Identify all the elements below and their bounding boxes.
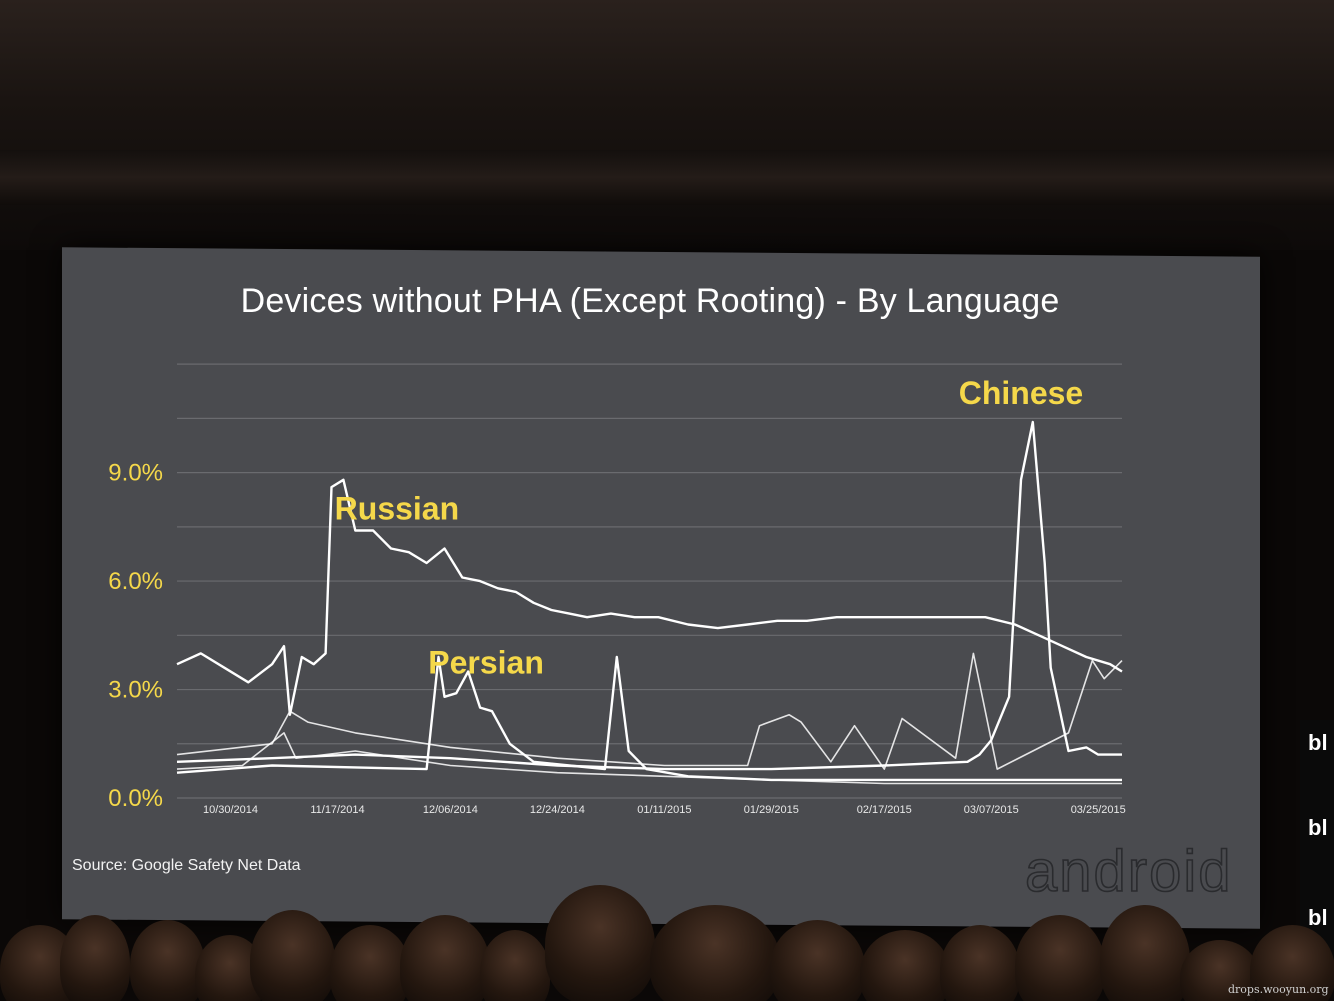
- series-line-persian: [176, 655, 1122, 782]
- audience-head: [1015, 915, 1105, 1001]
- x-tick-label: 12/06/2014: [423, 804, 478, 816]
- x-tick-label: 02/17/2015: [857, 804, 912, 816]
- x-tick-label: 03/07/2015: [964, 804, 1019, 816]
- line-chart: 0.0% 3.0% 6.0% 9.0% 10/30/2014 11/17/2014 12/…: [108, 363, 1126, 816]
- series-line-unlabeled: [176, 652, 1123, 770]
- audience-head: [545, 885, 655, 1001]
- y-tick-label: 3.0%: [108, 677, 163, 704]
- x-tick-label: 10/30/2014: [203, 804, 258, 816]
- y-axis-ticks: 0.0% 3.0% 6.0% 9.0%: [108, 460, 163, 812]
- audience-head: [330, 925, 410, 1001]
- source-note: Source: Google Safety Net Data: [72, 857, 301, 874]
- audience-head: [400, 915, 490, 1001]
- annotation-persian: Persian: [428, 644, 544, 680]
- android-logo: android: [1024, 838, 1233, 905]
- audience-head: [1100, 905, 1190, 1001]
- y-tick-label: 6.0%: [108, 568, 163, 595]
- side-panel-mark: bl: [1308, 730, 1328, 755]
- side-panel-mark: bl: [1308, 905, 1328, 930]
- y-tick-label: 9.0%: [108, 460, 163, 487]
- audience-head: [1180, 940, 1260, 1001]
- x-tick-label: 11/17/2014: [310, 804, 364, 816]
- y-tick-label: 0.0%: [108, 785, 163, 812]
- annotation-russian: Russian: [335, 491, 459, 527]
- audience-head: [130, 920, 205, 1001]
- series-line-unlabeled: [176, 732, 1122, 785]
- slide-title: Devices without PHA (Except Rooting) - B…: [240, 282, 1060, 320]
- x-tick-label: 03/25/2015: [1071, 804, 1126, 816]
- chart-gridlines: [177, 363, 1122, 799]
- x-tick-label: 01/11/2015: [637, 804, 691, 816]
- audience-head: [860, 930, 950, 1001]
- series-line-chinese: [176, 420, 1122, 771]
- x-tick-label: 01/29/2015: [744, 804, 799, 816]
- watermark: drops.wooyun.org: [1228, 983, 1329, 996]
- audience-head: [480, 930, 550, 1001]
- audience-head: [940, 925, 1020, 1001]
- audience-head: [770, 920, 865, 1001]
- audience-head: [250, 910, 335, 1001]
- x-tick-label: 12/24/2014: [530, 804, 585, 816]
- series-line-russian: [176, 478, 1123, 716]
- ceiling-beam: [0, 150, 1334, 205]
- series-annotations: Russian Persian Chinese: [335, 375, 1084, 680]
- audience-head: [650, 905, 780, 1001]
- annotation-chinese: Chinese: [959, 375, 1083, 411]
- audience-silhouettes: [0, 880, 1334, 1001]
- x-axis-ticks: 10/30/2014 11/17/2014 12/06/2014 12/24/2014…: [203, 804, 1126, 816]
- side-display-panel: bl bl bl: [1300, 720, 1334, 950]
- chart-lines: [176, 420, 1123, 785]
- ceiling-background: [0, 0, 1334, 250]
- audience-head: [60, 915, 130, 1001]
- audience-head: [1250, 925, 1334, 1001]
- side-panel-mark: bl: [1308, 815, 1328, 840]
